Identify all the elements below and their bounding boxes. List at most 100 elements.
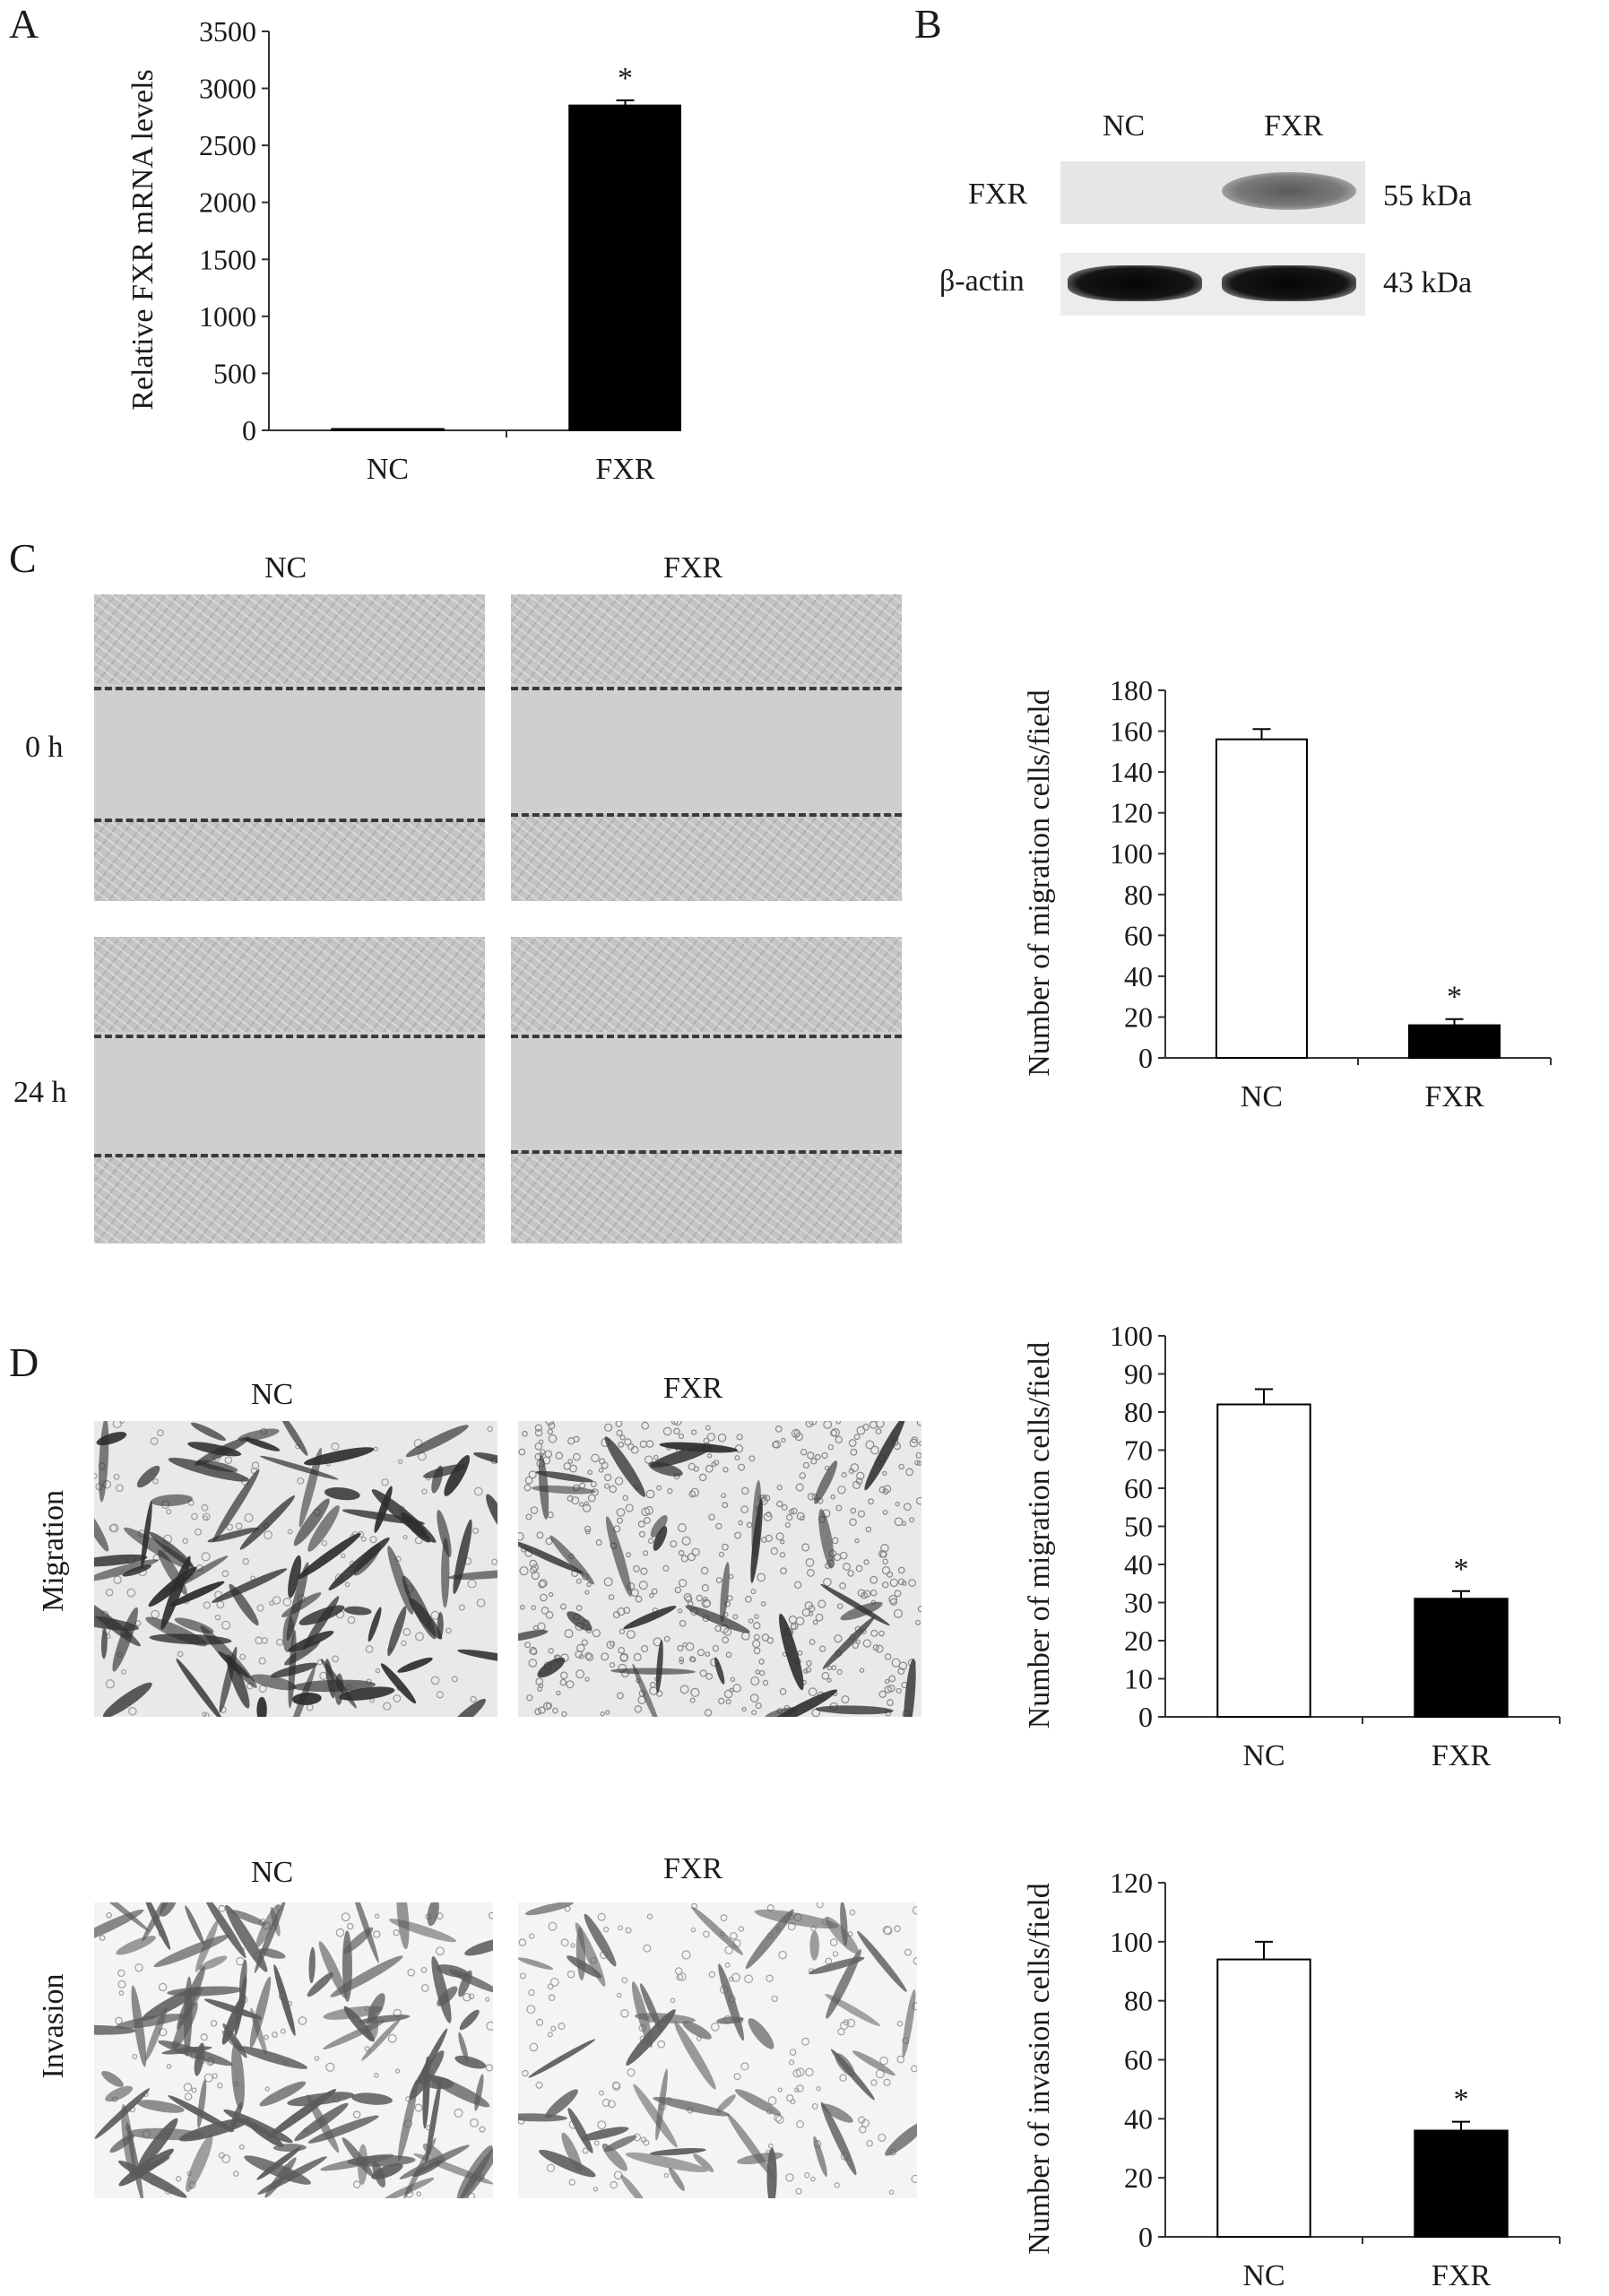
pore [911,2174,917,2184]
pore [821,1671,830,1680]
pore [870,2079,878,2086]
pore [528,1470,537,1479]
pore [158,1982,168,1992]
pore [570,1943,575,1948]
pore [522,2069,529,2077]
pore [869,1421,878,1429]
cell [604,1436,646,1497]
pore [718,1697,725,1705]
pore [282,1598,292,1607]
pore [436,1691,444,1699]
pore [846,2018,856,2028]
cell [212,1469,260,1542]
chart-d-migration: 0 10 20 30 40 50 60 70 80 90 100 NC * FXR Number of mi… [1023,1320,1561,1772]
cell [203,1902,247,1959]
pore [834,1634,843,1643]
pore [785,1513,793,1521]
pore [905,1468,913,1477]
y-tick-label: 80 [1124,879,1153,911]
pore [530,1566,538,1574]
pore [680,1555,688,1563]
cell [172,2002,198,2050]
cell [339,1686,395,1701]
scratch-time-24h: 24 h [13,1076,67,1109]
y-tick-label: 80 [1124,1396,1153,1428]
x-tick-label: NC [1241,1080,1283,1113]
pore [157,1429,164,1437]
wb-lane-fxr: FXR [1264,109,1324,143]
pore [698,1473,707,1482]
pore [272,2032,278,2038]
cell [693,2153,714,2172]
pore [781,1437,786,1443]
pore [618,1441,625,1448]
pore [722,1543,729,1551]
pore [681,1950,691,1960]
pore [369,1536,377,1544]
pore [238,2144,245,2150]
pore [645,1489,655,1499]
cell [255,1903,281,1948]
pore [882,1925,892,1935]
pore [616,1992,622,1998]
pore [584,1590,590,1595]
pore [559,1671,568,1679]
pore [643,1944,652,1953]
bar-fxr [1414,1598,1509,1718]
pore [850,1463,860,1472]
pore [704,1709,713,1717]
cell [835,2053,855,2077]
pore [889,1578,899,1588]
cell [118,2148,174,2187]
pore [898,1463,904,1470]
pore [670,1540,678,1548]
scratch-image-fxr-24h [511,937,902,1243]
cell [324,1487,360,1501]
cell [342,1509,425,1525]
pore [795,2067,805,2077]
cell [448,1969,493,1993]
invasion-row-label: Invasion [37,1973,70,2079]
cell [423,1464,466,1478]
cell [639,1983,662,2032]
pore [616,1692,624,1700]
pore [688,1656,696,1662]
pore [534,1708,541,1716]
pore [600,1711,605,1717]
cell [116,1936,156,1955]
cell [343,1927,374,1954]
pore [534,1428,543,1437]
pore [748,1455,756,1462]
cell [720,1562,730,1624]
pore [616,1429,623,1437]
pore [774,2113,783,2122]
pore [722,1502,729,1509]
pore [618,1646,626,1654]
pore [837,1486,846,1495]
pore [760,1537,767,1543]
pore [831,1537,839,1545]
pore [352,2180,361,2188]
cell [122,1564,151,1577]
cell [372,2161,385,2188]
pore [724,1945,733,1955]
pore [755,1669,760,1675]
pore [781,1503,788,1511]
pore [827,1444,835,1451]
cell [852,2050,895,2076]
pore [166,2064,172,2069]
pore [707,1453,713,1459]
cell [653,2096,730,2117]
pore [791,1507,798,1515]
pore [214,1614,221,1621]
pore [269,1600,274,1607]
pore [177,1651,184,1658]
pore [888,1675,896,1683]
cell [176,1658,223,1717]
pore [566,1680,575,1689]
cell [584,1913,617,1967]
pore [256,1604,264,1612]
pore [604,1423,613,1432]
pore [767,2143,774,2149]
pore [812,1619,818,1625]
